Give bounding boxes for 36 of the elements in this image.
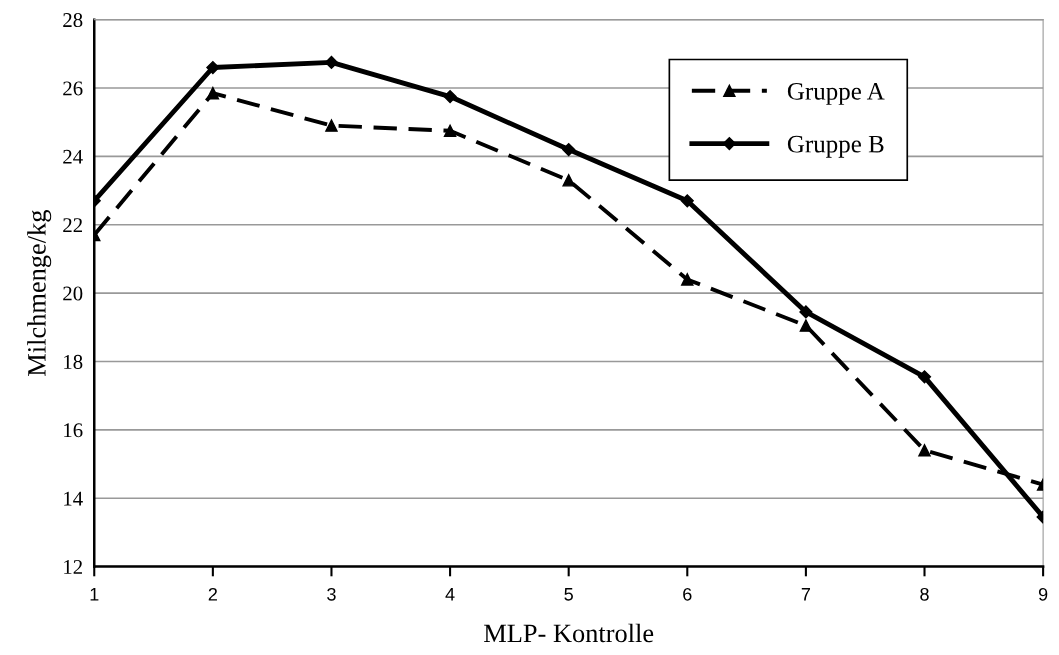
y-tick-label: 20 [63,286,83,301]
y-tick-label: 12 [64,560,82,574]
x-tick-label: 8 [920,587,929,601]
point [443,124,457,137]
point [917,370,932,384]
point [680,194,694,208]
y-tick-label: 18 [64,354,83,369]
y-tick-label: 22 [63,218,82,232]
point [206,60,220,75]
x-tick-label: 1 [90,588,99,601]
y-tick-label: 28 [63,13,83,28]
x-tick-label: 4 [445,588,455,601]
x-tick-label: 3 [327,587,336,601]
point [562,174,575,187]
point [562,142,576,157]
y-axis-title: Milchmenge/kg [27,210,52,376]
x-axis-title: MLP- Kontrolle [484,623,654,643]
x-tick-label: 7 [801,588,811,601]
point [324,55,339,69]
legend-label: Gruppe B [787,135,884,158]
y-tick-label: 14 [64,491,83,506]
point [443,89,457,104]
x-tick-label: 6 [683,587,692,601]
x-tick-label: 5 [564,588,573,601]
point [918,444,931,457]
point [681,273,694,286]
point [799,305,813,319]
y-tick-label: 26 [63,81,83,96]
x-tick-label: 9 [1038,587,1048,601]
y-tick-label: 16 [64,423,83,438]
y-tick-label: 24 [63,149,83,164]
x-tick-label: 2 [208,587,217,601]
point [206,86,220,100]
legend-label: Gruppe A [787,82,885,105]
point [325,119,338,132]
point [799,319,813,332]
